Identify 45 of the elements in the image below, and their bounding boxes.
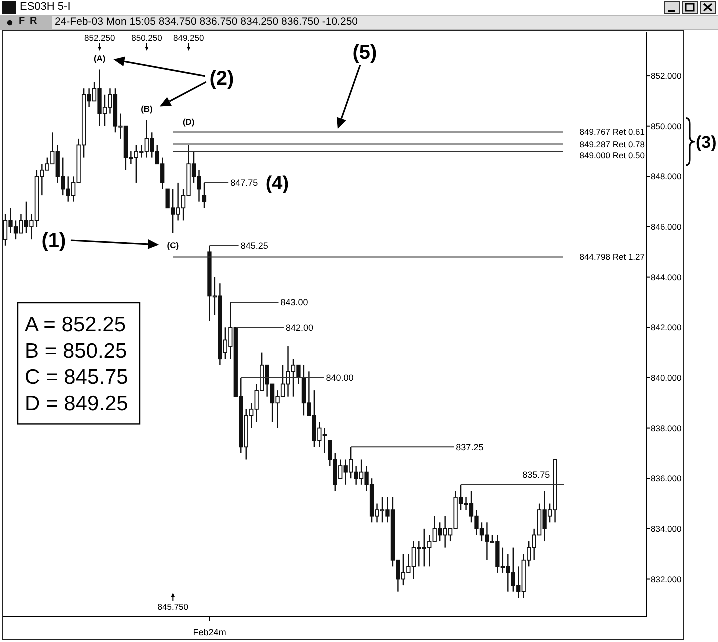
- ref-line-label: 835.75: [522, 470, 550, 480]
- ref-line-label: 837.25: [456, 442, 484, 452]
- y-tick-label: 840.000: [651, 372, 682, 383]
- text: R: [30, 16, 38, 28]
- annotation: (B): [141, 104, 154, 114]
- ref-line-label: 845.25: [240, 241, 268, 252]
- annotation: (5): [352, 42, 378, 64]
- annotation: (A): [94, 54, 106, 64]
- y-tick-label: 832.000: [651, 574, 682, 584]
- y-tick-label: 850.000: [651, 121, 682, 132]
- annotation: B = 850.25: [25, 340, 128, 363]
- y-tick-label: 838.000: [651, 423, 682, 434]
- annotation: 849.250: [174, 32, 204, 43]
- ref-line-label: 840.00: [326, 373, 354, 384]
- candlestick: [202, 182, 207, 209]
- ref-line-label: 847.75: [230, 178, 258, 188]
- ref-line-label: 849.767 Ret 0.61: [580, 127, 646, 138]
- y-tick-label: 842.000: [651, 322, 682, 333]
- annotation: C = 845.75: [25, 366, 128, 390]
- ref-line-label: 849.287 Ret 0.78: [580, 139, 646, 150]
- ref-line-label: 849.000 Ret 0.50: [580, 150, 646, 160]
- annotation: 845.750: [158, 602, 189, 612]
- annotation: (2): [210, 68, 234, 90]
- chart-title: ES03H 5-I: [20, 1, 71, 14]
- y-tick-label: 852.000: [651, 71, 682, 82]
- annotation: (C): [167, 240, 180, 250]
- x-tick-label: Feb24m: [193, 627, 226, 638]
- text: (3): [696, 132, 717, 152]
- chart-subtitle: 24-Feb-03 Mon 15:05 834.750 836.750 834.250 836.750 -10.250: [52, 16, 718, 29]
- y-tick-label: 848.000: [651, 172, 682, 182]
- ref-line-label: 844.798 Ret 1.27: [580, 252, 646, 262]
- annotation: 850.250: [132, 32, 163, 43]
- y-tick-label: 844.000: [651, 272, 682, 282]
- annotation: (D): [182, 117, 195, 128]
- annotation: 852.250: [84, 32, 116, 43]
- annotation: D = 849.25: [25, 392, 128, 416]
- ref-line-label: 843.00: [280, 298, 308, 308]
- ref-line-label: 842.00: [286, 322, 314, 333]
- annotation: (4): [266, 174, 290, 195]
- y-tick-label: 836.000: [651, 474, 682, 484]
- annotation: A = 852.25: [25, 313, 126, 336]
- y-tick-label: 846.000: [651, 222, 682, 232]
- y-tick-label: 834.000: [651, 524, 682, 534]
- annotation: (1): [42, 230, 66, 252]
- text: F: [19, 16, 26, 28]
